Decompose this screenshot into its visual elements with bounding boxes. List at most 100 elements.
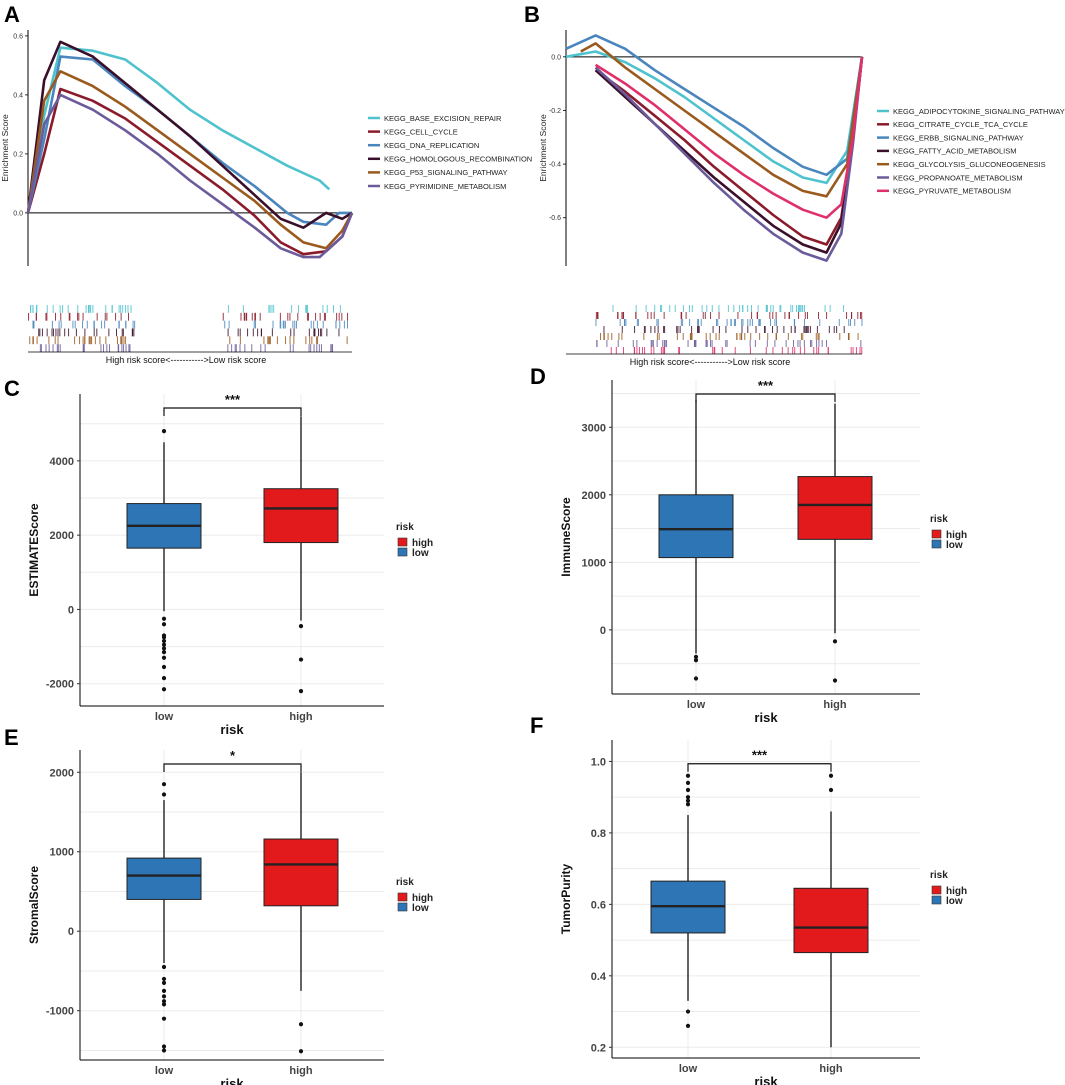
box-high — [793, 887, 869, 954]
outlier-point — [161, 655, 167, 660]
outlier-point — [161, 964, 167, 970]
y-tick-label: 4000 — [50, 456, 74, 468]
outlier-point — [685, 1009, 691, 1014]
series-line-kegg-cell-cycle — [26, 87, 354, 256]
outlier-point — [161, 676, 167, 681]
legend-label-low: low — [946, 896, 963, 907]
legend-title: risk — [396, 522, 414, 533]
outlier-point — [161, 638, 167, 644]
y-tick-label: 1000 — [582, 557, 606, 569]
outlier-point — [161, 782, 167, 787]
box-high — [797, 476, 873, 540]
x-axis-label: risk — [220, 722, 244, 737]
legend-swatch-low — [931, 895, 942, 905]
outlier-point — [685, 798, 691, 803]
series-line-kegg-adipocytokine-signaling-pathway — [565, 50, 864, 185]
y-tick-label: -0.4 — [549, 162, 561, 169]
series-line-kegg-fatty-acid-metabolism — [594, 56, 864, 254]
series-line-kegg-erbb-signaling-pathway — [565, 34, 864, 177]
outlier-point — [161, 980, 167, 985]
legend-label: KEGG_BASE_EXCISION_REPAIR — [384, 114, 502, 123]
legend-label-high: high — [946, 530, 967, 541]
outlier-point — [161, 988, 167, 993]
outlier-point — [161, 642, 167, 647]
outlier-point — [161, 976, 167, 982]
legend-label: KEGG_P53_SIGNALING_PATHWAY — [384, 168, 508, 177]
panel-label-f: F — [530, 713, 543, 738]
y-tick-label: 1.0 — [591, 756, 606, 768]
outlier-point — [161, 994, 167, 999]
series-line-kegg-propanoate-metabolism — [594, 56, 864, 262]
y-tick-label: 0 — [600, 625, 606, 637]
outlier-point — [161, 1016, 167, 1021]
x-tick-label: high — [289, 1065, 312, 1077]
outlier-point — [298, 657, 304, 662]
y-tick-label: 0.0 — [551, 54, 561, 61]
legend-swatch-high — [397, 537, 408, 547]
panel-label-d: D — [530, 364, 546, 389]
legend-label-high: high — [946, 886, 967, 897]
series-line-kegg-glycolysis-gluconeogenesis — [580, 42, 864, 198]
significance-label: *** — [225, 392, 241, 407]
significance-bracket — [163, 407, 302, 416]
y-tick-label: 1000 — [50, 847, 74, 859]
y-axis-label: Enrichment Score — [0, 114, 10, 182]
y-tick-label: 0.0 — [13, 210, 23, 217]
legend-swatch-low — [397, 902, 408, 912]
significance-label: * — [230, 748, 236, 763]
outlier-point — [832, 639, 838, 644]
outlier-point — [161, 664, 167, 670]
outlier-point — [161, 792, 167, 797]
outlier-point — [693, 654, 699, 659]
legend-label-low: low — [412, 903, 429, 914]
outlier-point — [693, 658, 699, 663]
y-axis-label: Enrichment Score — [538, 114, 548, 182]
y-tick-label: -1000 — [46, 1006, 74, 1018]
x-tick-label: low — [155, 711, 174, 723]
panel-label-a: A — [4, 2, 20, 27]
x-tick-label: high — [289, 711, 312, 723]
outlier-point — [161, 1044, 167, 1049]
series-line-kegg-p53-signaling-pathway — [26, 70, 354, 250]
outlier-point — [828, 773, 834, 778]
series-line-kegg-base-excision-repair — [26, 46, 331, 214]
legend-label: KEGG_FATTY_ACID_METABOLISM — [893, 147, 1017, 156]
box-high — [263, 838, 339, 907]
x-axis-label: risk — [754, 1074, 778, 1085]
box-low — [126, 857, 202, 900]
x-tick-label: high — [819, 1063, 842, 1075]
legend-label: KEGG_ERBB_SIGNALING_PATHWAY — [893, 133, 1024, 142]
legend-label: KEGG_DNA_REPLICATION — [384, 141, 479, 150]
outlier-point — [161, 646, 167, 651]
x-tick-label: low — [687, 699, 706, 711]
legend-title: risk — [930, 870, 948, 881]
legend-title: risk — [930, 514, 948, 525]
x-tick-label: high — [823, 699, 846, 711]
outlier-point — [298, 1049, 304, 1054]
outlier-point — [685, 802, 691, 807]
outlier-point — [161, 616, 167, 621]
x-tick-label: low — [679, 1063, 698, 1075]
series-line-kegg-homologous-recombination — [26, 40, 353, 229]
legend-label: KEGG_GLYCOLYSIS_GLUCONEOGENESIS — [893, 160, 1046, 169]
legend-title: risk — [396, 877, 414, 888]
outlier-point — [685, 1023, 691, 1028]
legend-swatch-low — [931, 539, 942, 549]
gsea-plot-a: 0.0 0.2 0.4 0.6 Enrichment Score KEGG_BASE_EX… — [0, 30, 532, 365]
legend-label: KEGG_HOMOLOGOUS_RECOMBINATION — [384, 155, 532, 164]
outlier-point — [161, 1002, 167, 1007]
outlier-point — [832, 678, 838, 683]
outlier-point — [161, 687, 167, 692]
rank-axis-label: High risk score<----------->Low risk sco… — [106, 355, 267, 365]
outlier-point — [693, 676, 699, 681]
legend-label-high: high — [412, 893, 433, 904]
legend-swatch-low — [397, 547, 408, 557]
panel-label-b: B — [524, 2, 540, 27]
legend-label: KEGG_CELL_CYCLE — [384, 127, 458, 136]
y-tick-label: 0 — [68, 604, 74, 616]
outlier-point — [685, 787, 691, 793]
outlier-point — [161, 635, 167, 640]
